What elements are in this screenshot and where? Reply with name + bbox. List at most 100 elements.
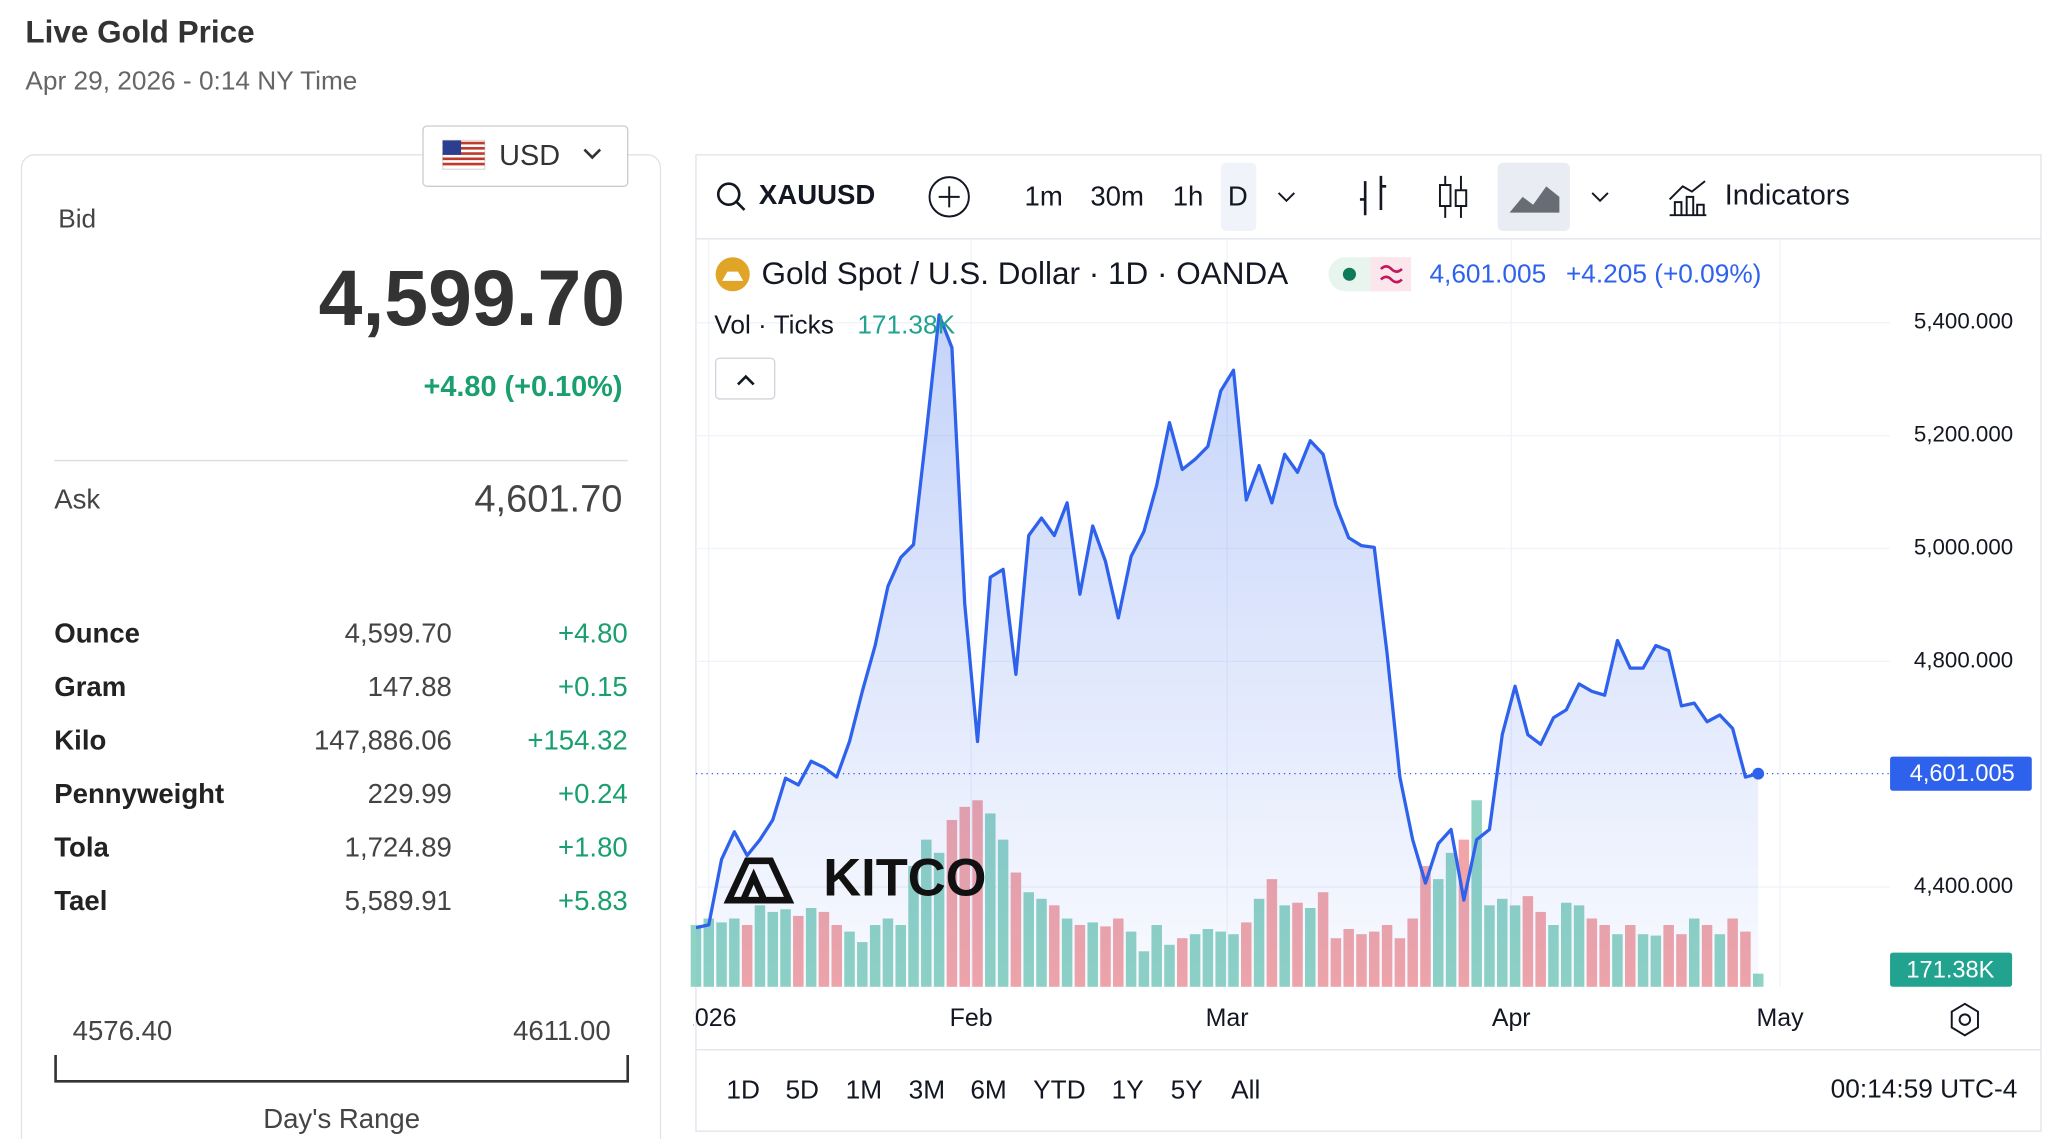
chevron [583,148,602,160]
x-tick-label: May [1756,1004,1804,1032]
flag-canton [442,140,462,155]
price-line [695,313,1759,930]
bar-style-icon[interactable] [1359,175,1387,216]
range-bracket [54,1055,630,1083]
area-style-icon[interactable] [1509,186,1560,213]
chart-title: Gold Spot / U.S. Dollar · 1D · OANDA [762,255,1289,291]
unit-change: +0.24 [558,778,628,809]
interval-button[interactable]: 1m [1025,180,1063,211]
unit-name: Tael [54,885,107,916]
x-tick-label: Apr [1492,1004,1531,1032]
interval-button[interactable]: 1h [1173,180,1204,211]
y-tick-label: 4,800.000 [1914,647,2013,672]
price-label-box [1890,756,2032,791]
unit-name: Gram [54,671,126,702]
candle-body [1454,189,1468,208]
range-button[interactable]: 1D [726,1075,760,1105]
indicators-icon[interactable] [1668,180,1707,217]
range-button[interactable]: 5Y [1171,1075,1203,1105]
chart-style-active-bg[interactable] [1497,162,1570,231]
x-tick-label: 2026 [681,1004,736,1032]
unit-change: +4.80 [558,617,628,648]
unit-change: +154.32 [527,724,627,755]
plus-icon [938,186,960,208]
range-button[interactable]: YTD [1033,1075,1085,1105]
unit-price: 147.88 [368,671,452,702]
range-button[interactable]: 6M [970,1075,1006,1105]
compare-button[interactable] [928,176,970,218]
legend-change: +4.205 (+0.09%) [1566,259,1761,289]
settings-icon[interactable] [1950,1002,1979,1037]
unit-price: 4,599.70 [345,617,452,648]
unit-name: Tola [54,832,109,863]
range-high: 4611.00 [513,1015,611,1046]
volume-legend: 171.38K [857,310,955,340]
settings-hex[interactable] [1950,1002,1979,1037]
search-icon-handle [735,201,746,211]
legend-price: 4,601.005 [1429,259,1546,289]
unit-name: Pennyweight [54,778,224,809]
quote-card [20,154,662,1139]
price-area [695,314,1759,987]
symbol-logo-bar [722,271,744,281]
delay-icon [1379,265,1403,284]
candle-body [1438,184,1452,208]
indicators-button[interactable]: Indicators [1725,179,1850,211]
watermark: KITCO [723,849,986,908]
intervals: 1m 30m 1h D [1025,180,1248,211]
collapse-icon [737,374,755,386]
volume-label: 171.38K [1906,957,1994,983]
unit-price: 5,589.91 [345,885,452,916]
range-button[interactable]: All [1231,1075,1260,1105]
dropdown-chevrons[interactable] [1277,192,1609,203]
range-buttons: 1D 5D 1M 3M 6M YTD 1Y 5Y All [726,1075,1260,1105]
range-button[interactable]: 1M [846,1075,882,1105]
bid-price: 4,599.70 [319,254,625,342]
range-button[interactable]: 3M [909,1075,945,1105]
currency-select[interactable]: USD [422,125,629,187]
unit-price: 1,724.89 [345,832,452,863]
price-label: 4,601.005 [1910,761,2015,787]
market-open-dot [1342,267,1356,281]
bid-change: +4.80 (+0.10%) [424,371,623,403]
symbol-search[interactable]: XAUUSD [716,179,875,211]
range-button[interactable]: 5D [785,1075,819,1105]
unit-price: 147,886.06 [314,724,452,755]
settings-dot [1958,1013,1972,1026]
x-tick-label: Mar [1206,1004,1249,1032]
clock: 00:14:59 UTC-4 [1831,1073,2018,1103]
page-title: Live Gold Price [25,13,254,49]
y-tick-label: 4,400.000 [1914,873,2013,898]
search-icon [716,182,741,207]
unit-change: +0.15 [558,671,628,702]
last-point [1752,767,1765,780]
unit-table: Ounce 4,599.70 +4.80 Gram 147.88 +0.15 Kilo 147… [54,617,627,916]
y-tick-label: 5,200.000 [1914,422,2013,447]
currency[interactable]: USD [499,140,560,172]
interval-button[interactable]: D [1228,180,1248,211]
delay-pill [1370,257,1412,292]
x-tick-label: Feb [950,1004,993,1032]
watermark-text: KITCO [823,849,986,908]
interval-button[interactable]: 30m [1090,180,1144,211]
flag-stripes [442,141,485,166]
plot: 2026 Feb Mar Apr May 4,400.000 4,800.000 5,000.… [681,238,2032,1032]
bid-label: Bid [58,203,96,233]
y-tick-label: 5,400.000 [1914,309,2013,334]
range-button[interactable]: 1Y [1112,1075,1144,1105]
range-label: Day's Range [263,1103,420,1134]
interval-active-bg [1220,162,1257,231]
unit-change: +5.83 [558,885,628,916]
unit-name: Kilo [54,724,106,755]
volume-title: Vol · Ticks [714,310,834,340]
range-low: 4576.40 [73,1015,173,1046]
unit-price: 229.99 [368,778,452,809]
unit-change: +1.80 [558,832,628,863]
plus-circle[interactable] [928,176,970,218]
unit-name: Ounce [54,617,140,648]
symbol[interactable]: XAUUSD [759,179,875,210]
watermark-logo [723,857,795,904]
y-tick-label: 5,000.000 [1914,534,2013,559]
